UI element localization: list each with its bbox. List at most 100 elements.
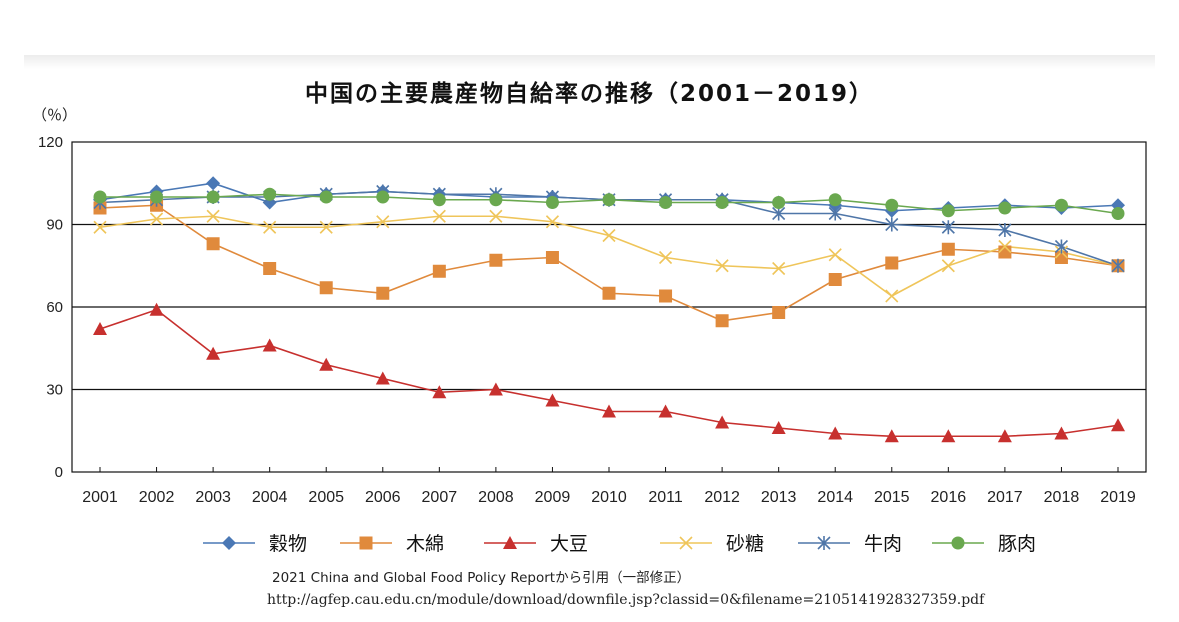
data-point-series-4 <box>941 259 955 273</box>
legend-marker <box>359 536 373 550</box>
data-point-series-6 <box>1054 198 1068 212</box>
data-point-series-3 <box>262 338 277 352</box>
data-point-series-6 <box>376 190 390 204</box>
data-point-series-3 <box>884 429 899 443</box>
x-tick-label: 2012 <box>704 489 740 506</box>
legend-label: 木綿 <box>406 533 444 555</box>
data-point-series-6 <box>319 190 333 204</box>
data-point-series-3 <box>715 415 730 429</box>
y-tick-label: 30 <box>46 382 63 399</box>
data-point-series-2 <box>263 262 277 275</box>
data-point-series-3 <box>602 404 616 418</box>
chart-title: 中国の主要農産物自給率の推移（2001－2019） <box>304 81 875 107</box>
data-point-series-6 <box>885 198 899 212</box>
data-point-series-4 <box>998 239 1012 254</box>
data-point-series-4 <box>828 248 842 262</box>
data-point-series-4 <box>602 228 616 243</box>
x-tick-label: 2004 <box>252 489 288 506</box>
data-point-series-2 <box>772 306 786 319</box>
data-point-series-6 <box>93 190 107 204</box>
data-point-series-4 <box>93 220 107 234</box>
legend-label: 大豆 <box>550 533 588 555</box>
data-point-series-3 <box>997 429 1012 443</box>
x-tick-label: 2010 <box>591 489 627 506</box>
legend-marker <box>503 536 517 549</box>
data-point-series-6 <box>772 196 786 209</box>
data-point-series-6 <box>432 193 446 207</box>
data-point-series-4 <box>715 259 729 273</box>
x-tick-label: 2003 <box>195 489 231 506</box>
data-point-series-3 <box>93 322 107 335</box>
data-point-series-2 <box>941 242 955 256</box>
data-point-series-6 <box>263 187 277 201</box>
source-url: http://agfep.cau.edu.cn/module/download/… <box>267 592 985 608</box>
y-tick-label: 0 <box>55 464 63 481</box>
data-point-series-2 <box>885 256 899 270</box>
data-point-series-3 <box>488 382 503 396</box>
data-point-series-6 <box>715 196 729 209</box>
data-point-series-4 <box>319 220 333 234</box>
x-tick-label: 2009 <box>535 489 571 506</box>
data-point-series-4 <box>263 220 277 234</box>
data-point-series-5 <box>828 206 842 221</box>
legend-marker <box>817 536 831 550</box>
data-point-series-6 <box>150 190 164 204</box>
x-tick-label: 2013 <box>761 489 797 506</box>
data-point-series-4 <box>885 289 899 303</box>
data-point-series-2 <box>319 281 333 295</box>
y-axis-unit-label: （％） <box>32 106 78 124</box>
data-point-series-3 <box>1054 426 1069 440</box>
legend-label: 豚肉 <box>998 533 1036 555</box>
x-tick-label: 2017 <box>987 489 1023 506</box>
legend-label: 牛肉 <box>864 533 902 555</box>
data-point-series-4 <box>206 209 220 223</box>
x-tick-label: 2015 <box>874 489 910 506</box>
data-point-series-6 <box>659 196 673 209</box>
data-point-series-4 <box>432 209 446 223</box>
legend-marker <box>951 536 965 550</box>
data-point-series-2 <box>489 253 503 267</box>
y-tick-label: 90 <box>46 217 63 234</box>
data-point-series-5 <box>998 223 1012 237</box>
data-point-series-2 <box>432 264 446 278</box>
x-tick-label: 2006 <box>365 489 401 506</box>
data-point-series-2 <box>376 286 390 300</box>
data-point-series-6 <box>602 193 616 207</box>
data-point-series-3 <box>828 426 843 440</box>
x-tick-label: 2016 <box>931 489 967 506</box>
data-point-series-3 <box>319 357 334 371</box>
data-point-series-4 <box>545 215 560 229</box>
data-point-series-3 <box>1111 418 1125 432</box>
data-point-series-4 <box>772 261 786 276</box>
data-point-series-2 <box>659 289 673 303</box>
data-point-series-4 <box>149 212 164 226</box>
source-note: 2021 China and Global Food Policy Report… <box>272 570 691 586</box>
data-point-series-3 <box>941 429 956 443</box>
data-point-series-3 <box>658 404 673 418</box>
data-point-series-3 <box>432 385 447 399</box>
data-point-series-4 <box>376 215 390 229</box>
data-point-series-2 <box>715 314 729 328</box>
legend-marker <box>679 536 693 550</box>
y-tick-label: 60 <box>46 299 63 316</box>
x-tick-label: 2001 <box>82 489 118 506</box>
data-point-series-6 <box>998 201 1012 215</box>
x-tick-label: 2014 <box>817 489 853 506</box>
data-point-series-1 <box>206 176 221 191</box>
data-point-series-3 <box>375 371 390 385</box>
data-point-series-2 <box>828 273 842 286</box>
data-point-series-2 <box>206 237 220 251</box>
data-point-series-5 <box>885 217 899 232</box>
legend-label: 穀物 <box>269 533 307 555</box>
data-point-series-6 <box>545 196 559 209</box>
data-point-series-5 <box>1054 239 1069 254</box>
data-point-series-6 <box>1111 207 1125 220</box>
x-tick-label: 2007 <box>422 489 458 506</box>
legend-marker <box>222 536 236 550</box>
series-line-2 <box>99 204 1119 322</box>
x-tick-label: 2002 <box>139 489 175 506</box>
data-point-series-3 <box>545 393 560 407</box>
data-point-series-6 <box>828 193 842 207</box>
data-point-series-6 <box>489 193 503 207</box>
